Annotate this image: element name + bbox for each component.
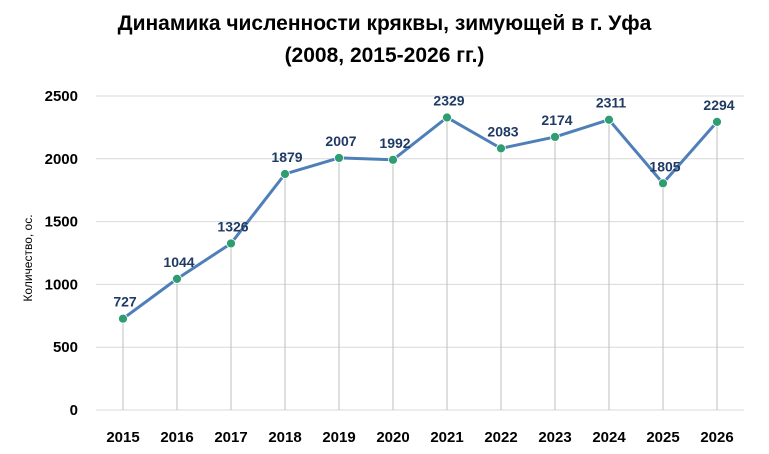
chart-title: Динамика численности кряквы, зимующей в … [117,12,652,35]
y-tick-label: 1500 [45,214,78,231]
y-tick-label: 2500 [45,88,78,105]
y-tick-label: 1000 [45,276,78,293]
data-label: 2083 [487,123,518,139]
data-point [226,238,236,249]
x-tick-label: 2018 [268,429,301,446]
x-tick-label: 2017 [214,429,247,446]
y-tick-labels: 0 500 1000 1500 2000 2500 [45,88,78,419]
data-label: 727 [113,294,137,310]
chart-subtitle: (2008, 2015-2026 гг.) [284,44,485,67]
y-axis-label: Количество, ос. [21,214,35,301]
data-label: 1879 [271,149,302,165]
x-tick-label: 2026 [700,429,733,446]
x-tick-label: 2024 [592,429,626,446]
data-labels: 727 1044 1326 1879 2007 1992 2329 2083 2174 2311 1… [113,92,734,309]
y-tick-label: 0 [70,402,78,419]
data-label: 2329 [433,92,464,108]
data-point [712,116,722,127]
data-point [442,112,452,123]
x-tick-label: 2025 [646,429,679,446]
y-tick-label: 2000 [45,151,78,168]
data-point [604,114,614,125]
x-tick-label: 2015 [106,429,139,446]
x-tick-label: 2023 [538,429,571,446]
data-point [280,169,290,179]
data-point [118,313,128,324]
data-label: 1326 [217,218,248,234]
data-label: 2294 [703,97,734,113]
data-point [334,153,344,163]
data-point [388,154,398,165]
series-line [122,115,719,320]
data-label: 1992 [379,135,410,151]
data-label: 2007 [325,133,356,149]
gridlines [96,95,744,411]
drop-lines [122,117,718,410]
x-tick-label: 2022 [484,429,517,446]
x-tick-labels: 2015 2016 2017 2018 2019 2020 2021 2022 2023 2024… [106,429,733,446]
data-label: 2311 [596,95,627,111]
data-label: 1044 [163,254,194,270]
data-points [118,112,722,324]
data-point [172,273,182,284]
y-tick-label: 500 [53,339,78,356]
x-tick-label: 2019 [322,429,355,446]
x-tick-label: 2021 [430,429,463,446]
x-tick-label: 2020 [376,429,409,446]
data-point [658,178,668,189]
data-point [496,143,506,154]
data-point [550,132,560,142]
x-tick-label: 2016 [160,429,193,446]
data-label: 1805 [649,158,680,174]
data-label: 2174 [541,112,572,128]
